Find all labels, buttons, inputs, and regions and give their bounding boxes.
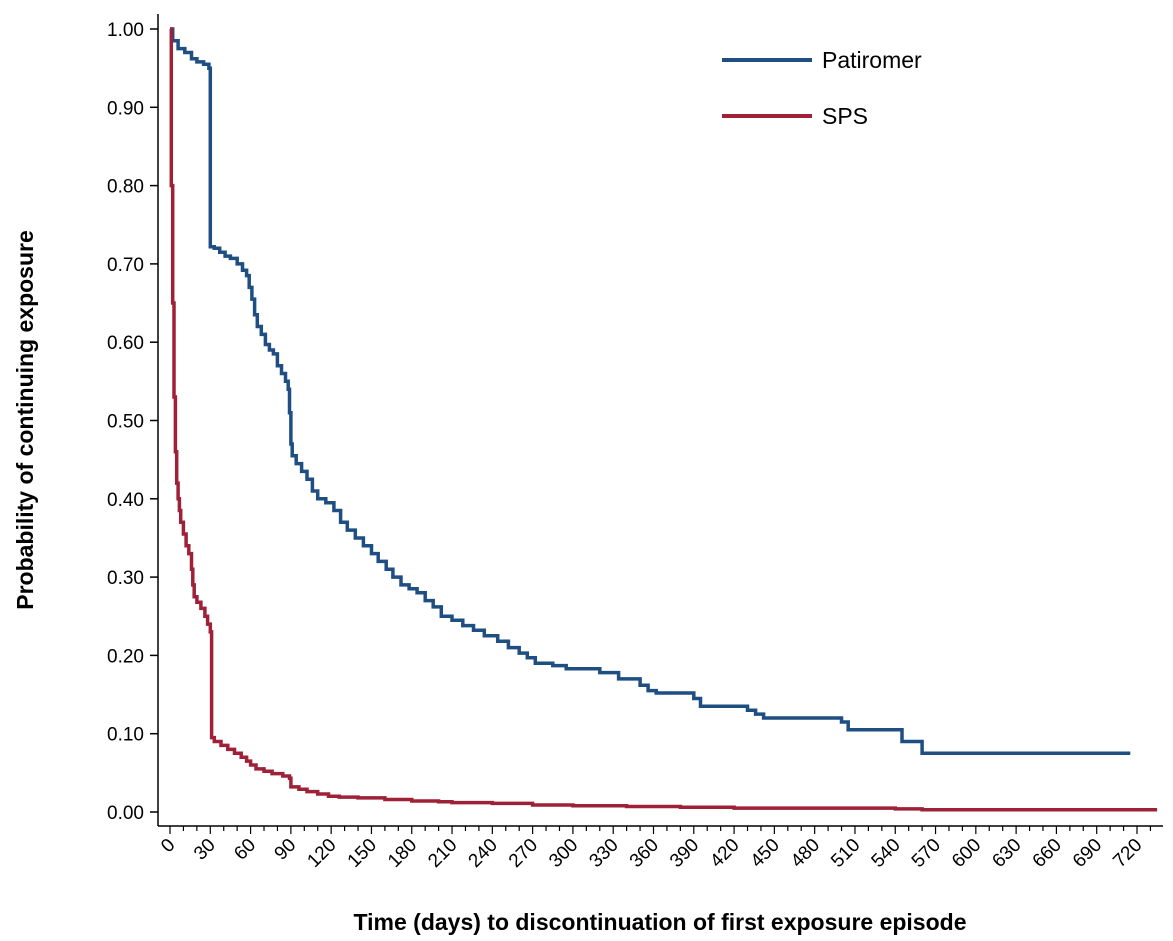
series-line-patiromer	[170, 27, 1131, 756]
x-tick-label: 660	[1029, 835, 1066, 872]
y-tick-label: 0.90	[107, 98, 144, 119]
y-tick-label: 0.30	[107, 568, 144, 589]
x-tick-label: 480	[787, 835, 824, 872]
x-tick-label: 30	[190, 835, 220, 865]
series-line-sps	[169, 27, 1158, 812]
x-tick-label: 630	[988, 835, 1025, 872]
series-layer	[169, 27, 1158, 812]
x-tick-label: 270	[505, 835, 542, 872]
y-tick-label: 0.20	[107, 646, 144, 667]
y-tick-label: 0.70	[107, 255, 144, 276]
y-tick-label: 0.40	[107, 490, 144, 511]
x-tick-label: 120	[303, 835, 340, 872]
x-tick-label: 360	[626, 835, 663, 872]
legend-item-sps: SPS	[722, 103, 868, 129]
y-tick-label: 0.60	[107, 333, 144, 354]
x-tick-label: 150	[344, 835, 381, 872]
x-tick-label: 420	[706, 835, 743, 872]
legend-label: Patiromer	[822, 47, 922, 73]
x-tick-label: 570	[908, 835, 945, 872]
x-tick-label: 300	[545, 835, 582, 872]
y-tick-label: 0.10	[107, 725, 144, 746]
x-tick-label: 210	[424, 835, 461, 872]
y-tick-label: 0.50	[107, 412, 144, 433]
x-tick-label: 330	[585, 835, 622, 872]
axes	[157, 14, 1163, 827]
y-tick-label: 0.00	[107, 803, 144, 824]
y-tick-label: 1.00	[107, 20, 144, 41]
x-tick-label: 600	[948, 835, 985, 872]
x-tick-label: 180	[384, 835, 421, 872]
x-tick-label: 690	[1069, 835, 1106, 872]
x-tick-label: 90	[271, 835, 301, 865]
y-axis-title: Probability of continuing exposure	[12, 230, 38, 610]
x-tick-label: 450	[747, 835, 784, 872]
x-tick-label: 60	[230, 835, 260, 865]
x-tick-label: 390	[666, 835, 703, 872]
x-tick-label: 0	[157, 835, 179, 857]
legend-label: SPS	[822, 103, 868, 129]
legend: Patiromer SPS	[722, 47, 922, 129]
x-axis-ticks: 0 30 60 90 120 150 180 210 240 270 300 330 360 390 420…	[157, 826, 1152, 872]
y-axis-ticks: 0.00 0.10 0.20 0.30 0.40 0.50 0.60 0.70 0.80 0.90…	[107, 20, 158, 824]
x-tick-label: 240	[465, 835, 502, 872]
x-tick-label: 720	[1109, 835, 1146, 872]
y-tick-label: 0.80	[107, 177, 144, 198]
x-tick-label: 540	[868, 835, 905, 872]
x-axis-title: Time (days) to discontinuation of first …	[354, 909, 967, 935]
legend-item-patiromer: Patiromer	[722, 47, 922, 73]
x-tick-label: 510	[827, 835, 864, 872]
